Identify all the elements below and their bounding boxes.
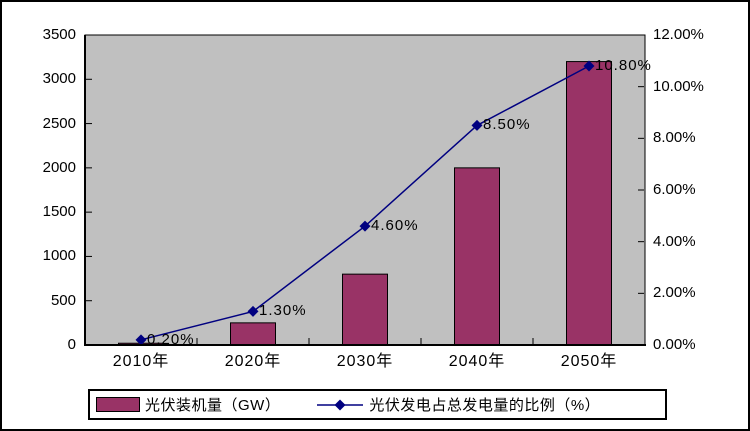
left-axis-tick-label: 500: [50, 291, 76, 309]
x-axis-category-label: 2010年: [112, 353, 170, 370]
legend-item-line-series: 光伏发电占总发电量的比例（%）: [316, 394, 600, 415]
legend-label-bar-series: 光伏装机量（GW）: [145, 397, 281, 414]
legend-label-line-series: 光伏发电占总发电量的比例（%）: [369, 397, 601, 414]
data-label-2050年: 10.80%: [595, 57, 652, 74]
line-marker-2050年: [583, 60, 595, 72]
x-axis-category-label: 2050年: [560, 353, 618, 370]
left-axis-tick-label: 2000: [42, 158, 76, 176]
bar-swatch-icon: [96, 397, 140, 412]
bar-2040年: [454, 167, 500, 346]
x-axis-category-label: 2030年: [336, 353, 394, 370]
line-marker-2010年: [135, 334, 147, 346]
x-axis-category-label: 2040年: [448, 353, 506, 370]
bar-2050年: [566, 61, 612, 346]
line-diamond-swatch-icon: [317, 399, 364, 410]
legend: 光伏装机量（GW） 光伏发电占总发电量的比例（%）: [88, 389, 667, 420]
data-label-2020年: 1.30%: [259, 302, 307, 320]
data-label-2030年: 4.60%: [371, 217, 419, 235]
x-axis-category-label: 2020年: [224, 353, 282, 370]
right-axis-tick-label: 12.00%: [653, 26, 704, 43]
left-axis-tick-label: 0: [67, 336, 76, 353]
bar-2020年: [230, 322, 276, 346]
data-label-2010年: 0.20%: [147, 330, 195, 348]
line-marker-2040年: [471, 119, 483, 131]
right-axis-tick-label: 8.00%: [653, 129, 696, 147]
right-axis-tick-label: 2.00%: [653, 284, 696, 302]
left-axis-tick-label: 3000: [42, 70, 76, 88]
right-axis-tick-label: 6.00%: [653, 181, 696, 198]
data-label-2040年: 8.50%: [483, 116, 531, 134]
line-marker-2030年: [359, 220, 371, 232]
line-marker-2020年: [247, 305, 259, 317]
left-axis-tick-label: 3500: [42, 26, 76, 43]
left-axis-tick-label: 1000: [42, 247, 76, 265]
left-axis-tick-label: 1500: [42, 203, 76, 221]
right-axis-tick-label: 4.00%: [653, 232, 696, 250]
legend-item-bar-series: 光伏装机量（GW）: [96, 394, 280, 415]
bar-2030年: [342, 273, 388, 346]
right-axis-tick-label: 10.00%: [653, 77, 704, 95]
left-axis-tick-label: 2500: [42, 114, 76, 132]
right-axis-tick-label: 0.00%: [653, 336, 696, 353]
